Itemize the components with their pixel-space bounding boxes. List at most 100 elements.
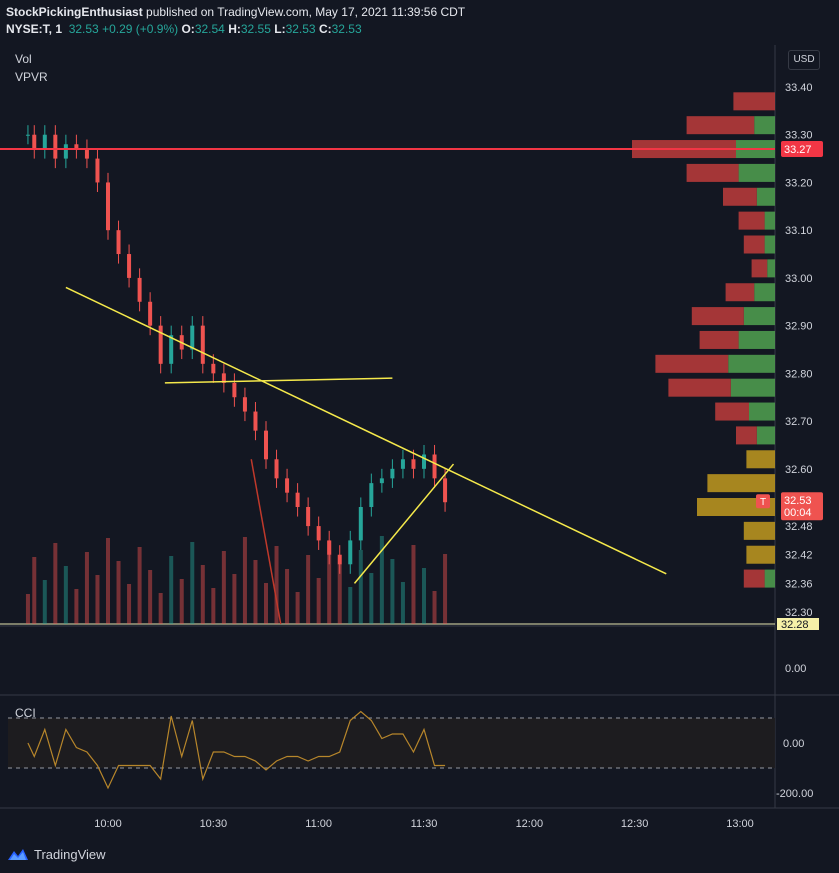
close-value: 32.53: [331, 22, 362, 36]
high-value: 32.55: [240, 22, 271, 36]
price-tick-label: 33.40: [785, 82, 813, 94]
volume-bar: [390, 559, 395, 624]
currency-button[interactable]: USD: [788, 50, 820, 70]
vpvr-up-bar: [764, 211, 775, 230]
cci-indicator-label[interactable]: CCI: [15, 706, 36, 720]
price-tick-label: 32.60: [785, 464, 813, 476]
volume-bar: [179, 579, 184, 624]
vpvr-up-bar: [738, 163, 775, 182]
vpvr-down-bar: [668, 378, 731, 397]
vpvr-up-bar: [767, 259, 775, 278]
vpvr-down-bar: [699, 330, 739, 349]
volume-bar: [95, 575, 100, 624]
volume-bar: [32, 557, 37, 624]
candle-body: [274, 459, 279, 479]
candle-body: [400, 459, 405, 469]
time-tick-label: 11:30: [411, 818, 438, 830]
vpvr-indicator-label[interactable]: VPVR: [15, 70, 48, 84]
low-value: 32.53: [285, 22, 316, 36]
volume-bar: [232, 574, 237, 624]
vpvr-down-bar: [655, 354, 729, 373]
candle-body: [25, 134, 30, 136]
vpvr-down-bar: [733, 92, 775, 111]
candle-body: [63, 144, 68, 159]
cci-tick-label: 0.00: [783, 738, 804, 750]
volume-bar: [84, 552, 89, 624]
candle-body: [411, 459, 416, 469]
candle-body: [306, 507, 311, 527]
price-tick-label: 33.30: [785, 130, 813, 142]
candle-body: [316, 526, 321, 541]
time-tick-label: 11:00: [305, 818, 332, 830]
vpvr-down-bar: [697, 498, 775, 516]
current-price-badge: [781, 492, 823, 521]
candle-body: [32, 134, 37, 150]
symbol-name[interactable]: NYSE:T, 1: [6, 22, 63, 36]
candle-body: [253, 411, 258, 431]
volume-bar: [137, 547, 142, 624]
volume-bar: [169, 556, 174, 624]
candle-body: [74, 144, 79, 150]
price-tick-label: 32.90: [785, 321, 813, 333]
bottom-price-label: 32.28: [781, 619, 809, 631]
publish-info: StockPickingEnthusiast published on Trad…: [6, 5, 465, 19]
candle-body: [358, 507, 363, 541]
close-label: C:: [318, 22, 332, 36]
current-badge-t-box: [756, 494, 770, 509]
vpvr-down-bar: [746, 450, 775, 469]
tradingview-logo-icon: [8, 849, 28, 860]
candle-body: [116, 230, 121, 255]
candle-body: [200, 325, 205, 364]
candle-body: [158, 325, 163, 364]
candle-body: [379, 478, 384, 484]
bottom-price-badge: [777, 618, 819, 630]
volume-bar: [127, 584, 132, 624]
vpvr-down-bar: [736, 426, 757, 445]
price-change: +0.29 (+0.9%): [102, 22, 179, 36]
volume-bar: [411, 545, 416, 624]
volume-bar: [253, 560, 258, 624]
vpvr-up-bar: [764, 235, 775, 254]
volume-bar: [211, 588, 216, 624]
candle-body: [369, 483, 374, 507]
price-tick-label: 32.70: [785, 416, 813, 428]
volume-bar: [190, 542, 195, 624]
red-line-price-badge: [781, 141, 823, 158]
volume-bar: [285, 569, 290, 624]
price-tick-label: 33.00: [785, 273, 813, 285]
vpvr-down-bar: [725, 283, 755, 302]
candle-body: [390, 468, 395, 479]
price-tick-label: 33.10: [785, 225, 813, 237]
time-tick-label: 13:00: [726, 818, 754, 830]
volume-bar: [25, 594, 30, 624]
ascending-trendline: [353, 463, 455, 584]
vpvr-down-bar: [738, 211, 765, 230]
candle-body: [348, 540, 353, 565]
price-tick-label: 33.20: [785, 177, 813, 189]
red-annotation-line: [250, 459, 282, 625]
vpvr-up-bar: [730, 378, 775, 397]
tradingview-brand[interactable]: TradingView: [6, 846, 106, 862]
volume-bar: [200, 565, 205, 624]
horizontal-trendline: [164, 377, 393, 384]
volume-bar: [306, 555, 311, 624]
vpvr-up-bar: [749, 402, 775, 421]
red-line-price-label: 33.27: [784, 144, 812, 156]
vpvr-down-bar: [743, 235, 765, 254]
candle-body: [169, 335, 174, 364]
vol-indicator-label[interactable]: Vol: [15, 52, 32, 66]
volume-bar: [53, 543, 58, 624]
price-tick-label: 32.42: [785, 550, 813, 562]
volume-bar: [264, 583, 268, 624]
publisher-name[interactable]: StockPickingEnthusiast: [6, 5, 143, 19]
price-tick-label: 32.30: [785, 607, 813, 619]
volume-bar: [422, 568, 426, 624]
candle-body: [285, 478, 290, 493]
open-value: 32.54: [194, 22, 225, 36]
cci-band: [8, 718, 775, 768]
vpvr-down-bar: [751, 259, 768, 278]
candle-body: [221, 373, 226, 383]
candle-body: [211, 363, 216, 374]
time-tick-label: 10:30: [200, 818, 228, 830]
